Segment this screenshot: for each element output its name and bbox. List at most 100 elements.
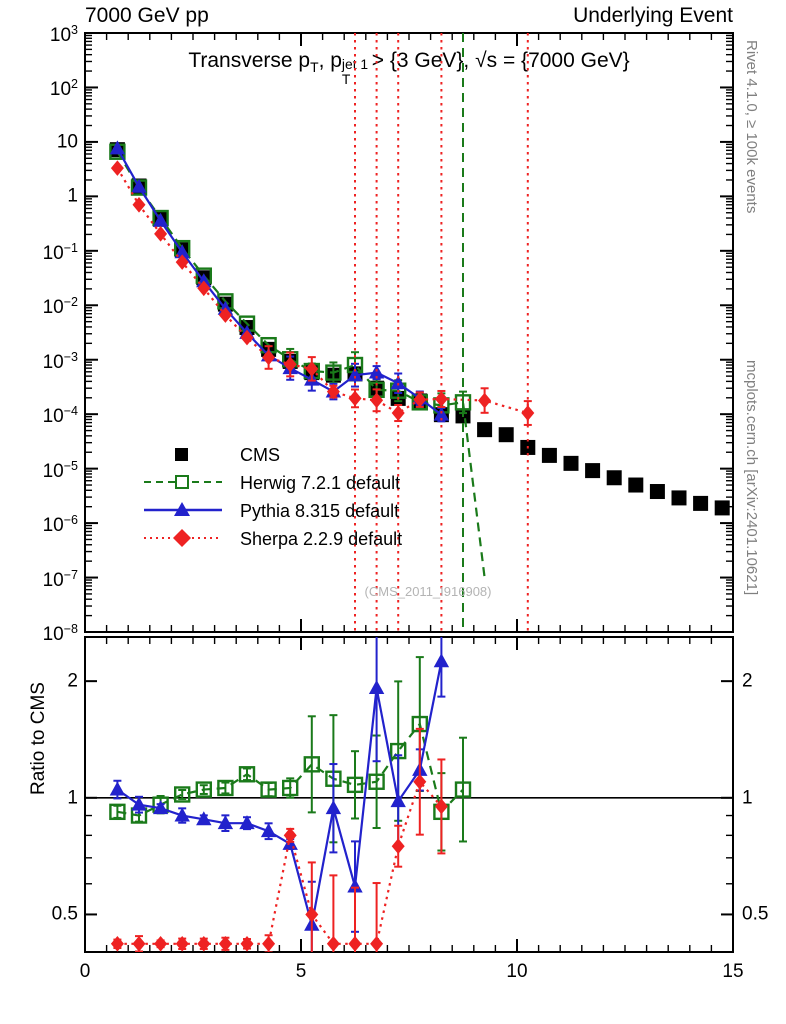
data-marker [390,375,406,390]
data-marker [175,254,189,270]
data-marker [240,329,254,346]
data-marker [175,935,189,952]
ratio-y-tick-left-1: 1 [67,787,78,809]
data-marker [326,935,340,952]
series-line [117,721,464,817]
header-left: 7000 GeV pp [85,4,209,27]
data-marker [174,807,190,822]
main-y-tick-2: 10 [56,131,78,153]
data-marker [260,823,277,838]
data-marker [606,470,622,486]
data-marker [649,484,665,500]
data-marker [585,463,601,479]
data-marker [240,935,254,952]
title-condition: > {3 GeV}, [365,48,476,72]
data-marker [671,490,687,506]
legend-label-sherpa: Sherpa 2.2.9 default [240,529,403,549]
ratio-y-tick-right-2: 0.5 [742,903,769,925]
x-tick-3: 15 [722,961,744,982]
data-marker [390,793,406,808]
data-marker [478,392,492,409]
main-y-tick-3: 1 [67,185,78,207]
data-marker [174,244,190,259]
data-marker [132,935,146,952]
data-marker [238,766,256,783]
data-marker [413,773,427,790]
data-marker [347,367,363,382]
main-y-tick-9: 10−6 [42,512,78,537]
legend-marker-pythia [144,502,222,516]
main-y-tick-6: 10−3 [42,349,78,373]
main-panel-ticks [84,32,734,633]
legend-marker-sherpa [144,529,222,547]
main-y-tick-7: 10−4 [42,404,78,428]
data-marker [217,779,234,797]
main-y-tick-1: 102 [49,77,78,101]
data-marker [413,391,427,408]
main-y-tick-8: 10−5 [42,458,78,482]
data-marker [110,935,124,952]
legend-label-cms: CMS [240,445,280,465]
data-marker [195,781,213,798]
main-y-tick-4: 10−1 [42,240,78,264]
data-marker [305,361,319,377]
data-marker [197,935,211,952]
data-marker [218,307,232,323]
data-marker [110,160,124,176]
header-right: Underlying Event [573,4,733,27]
data-marker [498,427,514,443]
data-marker [196,811,212,826]
data-marker [348,935,362,952]
legend-label-pythia: Pythia 8.315 default [240,501,400,521]
series-line [116,147,443,416]
ratio-y-tick-right-0: 2 [742,670,753,692]
title-sup2: jet 1 [341,55,369,72]
series-line [116,661,443,926]
data-marker [325,800,342,815]
data-marker [628,477,644,493]
data-marker [433,653,450,668]
ratio-panel-data [109,637,472,952]
data-marker [370,935,384,952]
data-marker [260,781,277,798]
main-y-tick-11: 10−8 [42,621,78,646]
data-marker [132,196,146,213]
data-marker [154,226,168,242]
data-marker [541,447,557,463]
title-mid: , p [318,48,342,72]
data-marker [693,495,709,511]
data-marker [262,935,276,952]
main-y-tick-5: 10−2 [42,295,78,319]
legend-marker-cms [175,448,188,461]
data-marker [368,679,385,694]
x-tick-1: 5 [295,961,307,982]
legend-marker-herwig [144,475,222,489]
data-marker [325,364,342,381]
ratio-axis-title: Ratio to CMS [28,682,49,795]
x-tick-2: 10 [506,961,528,982]
data-marker [477,422,493,438]
data-marker [368,773,385,790]
main-y-tick-0: 103 [49,22,78,47]
data-marker [283,827,297,844]
data-marker [131,796,147,811]
data-marker [305,906,319,923]
data-marker [433,406,450,421]
data-marker [391,838,405,855]
title-sub2: T [341,70,351,87]
x-tick-0: 0 [79,961,91,982]
series-line [116,167,529,415]
data-marker [239,815,255,830]
ratio-panel-ticks [84,637,734,953]
data-marker [303,756,320,773]
title-sub1: T [310,59,319,76]
data-marker [283,356,297,373]
analysis-watermark: (CMS_2011_I916908) [364,584,492,599]
data-marker [109,140,126,155]
title-prefix: Transverse p [188,48,311,72]
ratio-y-tick-left-2: 0.5 [51,903,78,925]
data-marker [197,280,211,297]
data-marker [370,392,384,409]
